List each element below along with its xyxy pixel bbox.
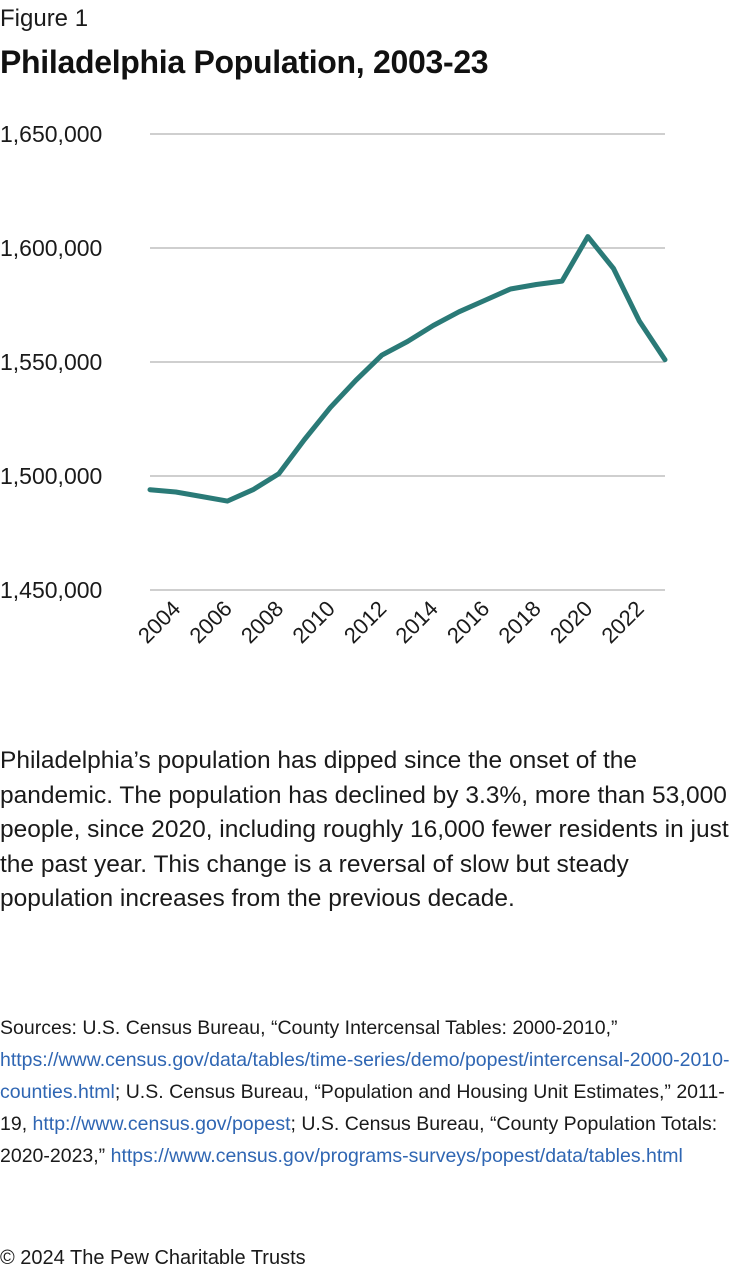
x-axis-ticks: 2004 2006 2008 2010 2012 2014 2016 2018 2020 2022	[133, 596, 649, 648]
x-tick-label: 2012	[339, 596, 391, 648]
chart-description: Philadelphia’s population has dipped sin…	[0, 747, 729, 913]
y-axis-ticks: 1,650,000 1,600,000 1,550,000 1,500,000 1,45…	[0, 121, 102, 603]
x-tick-label: 2004	[133, 596, 185, 648]
sources-text-3: ; U.S. Census Bureau, “County Population…	[0, 1113, 718, 1167]
x-tick-label: 2008	[236, 596, 288, 648]
y-tick-label: 1,500,000	[0, 463, 102, 489]
x-tick-label: 2018	[493, 596, 545, 648]
sources-text-1: Sources: U.S. Census Bureau, “County Int…	[0, 1017, 618, 1039]
series-layer	[147, 234, 668, 504]
y-tick-label: 1,450,000	[0, 577, 102, 603]
x-tick-label: 2016	[442, 596, 494, 648]
x-tick-label: 2006	[184, 596, 236, 648]
y-tick-label: 1,650,000	[0, 121, 102, 147]
x-tick-label: 2014	[390, 596, 442, 648]
sources-text-2: ; U.S. Census Bureau, “Population and Ho…	[0, 1081, 725, 1135]
x-tick-label: 2022	[596, 596, 648, 648]
chart-title: Philadelphia Population, 2003-23	[0, 44, 489, 80]
sources-note: Sources: U.S. Census Bureau, “County Int…	[0, 1012, 730, 1172]
population-line-chart: 1,650,000 1,600,000 1,550,000 1,500,000 1,45…	[0, 121, 668, 648]
source-link-popest[interactable]: http://www.census.gov/popest	[32, 1113, 291, 1135]
copyright-notice: © 2024 The Pew Charitable Trusts	[0, 1247, 306, 1269]
source-link-intercensal[interactable]: https://www.census.gov/data/tables/time-…	[0, 1049, 730, 1103]
x-tick-label: 2010	[287, 596, 339, 648]
x-tick-label: 2020	[545, 596, 597, 648]
source-link-tables[interactable]: https://www.census.gov/programs-surveys/…	[110, 1145, 683, 1167]
y-tick-label: 1,600,000	[0, 235, 102, 261]
y-tick-label: 1,550,000	[0, 349, 102, 375]
gridlines	[150, 133, 665, 591]
population-series-line	[147, 234, 668, 504]
figure-label: Figure 1	[0, 5, 89, 32]
